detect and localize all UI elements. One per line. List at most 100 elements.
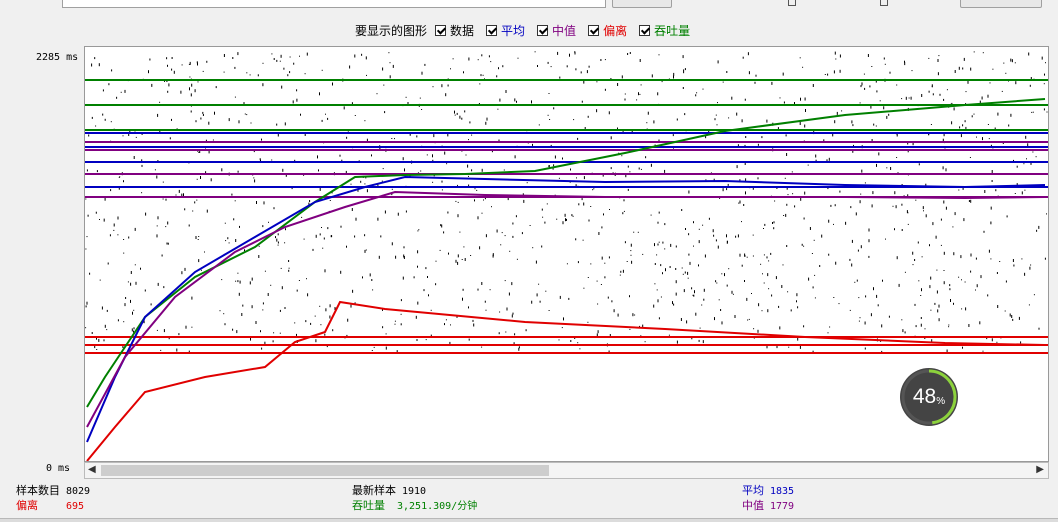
data-point (628, 166, 629, 168)
data-point (505, 235, 506, 236)
data-point (464, 110, 465, 112)
data-point (716, 239, 717, 241)
data-point (726, 188, 727, 190)
data-point (629, 295, 630, 297)
data-point (114, 224, 115, 227)
data-point (815, 155, 816, 158)
checkbox-icon[interactable] (588, 25, 599, 36)
data-point (771, 82, 772, 85)
data-point (119, 176, 120, 177)
data-point (873, 124, 874, 126)
data-point (695, 94, 696, 96)
data-point (454, 111, 455, 114)
data-point (767, 256, 768, 258)
data-point (199, 151, 200, 153)
data-point (476, 190, 477, 191)
scroll-left-icon[interactable]: ◀ (88, 464, 96, 475)
data-point (932, 222, 933, 225)
data-point (317, 155, 318, 158)
checkbox-icon[interactable] (537, 25, 548, 36)
data-point (645, 341, 646, 342)
data-point (224, 54, 225, 57)
data-point (245, 114, 246, 115)
data-point (880, 100, 881, 101)
filename-field[interactable] (62, 0, 606, 8)
data-point (786, 204, 787, 206)
data-point (309, 200, 310, 202)
data-point (1031, 77, 1032, 79)
data-point (448, 85, 449, 87)
legend-item-deviation[interactable]: 偏离 (588, 22, 627, 39)
checkbox-icon[interactable] (639, 25, 650, 36)
data-point (868, 54, 869, 57)
data-point (802, 67, 803, 68)
data-point (108, 263, 109, 265)
data-point (583, 81, 584, 84)
data-point (509, 251, 510, 252)
legend-item-throughput[interactable]: 吞吐量 (639, 22, 690, 39)
data-point (1044, 74, 1045, 76)
data-point (800, 346, 801, 349)
data-point (896, 205, 897, 208)
checkbox-icon[interactable] (435, 25, 446, 36)
data-point (924, 338, 925, 339)
data-point (709, 218, 710, 220)
scroll-thumb[interactable] (101, 465, 549, 476)
data-point (658, 299, 659, 302)
data-point (1015, 193, 1016, 194)
data-point (527, 182, 528, 183)
data-point (664, 170, 665, 173)
data-point (761, 136, 762, 138)
data-point (828, 332, 829, 333)
data-point (864, 88, 865, 90)
data-point (155, 169, 156, 170)
data-point (151, 303, 152, 305)
data-point (457, 185, 458, 186)
data-point (442, 181, 443, 183)
data-point (349, 66, 350, 69)
data-point (688, 254, 689, 256)
data-point (315, 316, 316, 317)
data-point (136, 282, 137, 285)
option-checkbox[interactable] (788, 0, 796, 6)
data-point (597, 281, 598, 282)
legend-item-data[interactable]: 数据 (435, 22, 474, 39)
checkbox-icon[interactable] (486, 25, 497, 36)
configure-button[interactable] (960, 0, 1042, 8)
data-point (382, 181, 383, 182)
legend-item-average[interactable]: 平均 (486, 22, 525, 39)
data-point (392, 189, 393, 190)
data-point (970, 68, 971, 71)
option-checkbox[interactable] (880, 0, 888, 6)
data-point (672, 301, 673, 304)
data-point (568, 298, 569, 300)
horizontal-scrollbar[interactable]: ◀ ▶ (84, 462, 1049, 479)
data-point (629, 329, 630, 330)
data-point (625, 241, 626, 243)
data-point (202, 112, 203, 114)
data-point (655, 263, 656, 265)
data-point (876, 164, 877, 167)
data-point (565, 218, 566, 221)
data-point (285, 307, 286, 309)
data-point (167, 91, 168, 93)
scroll-right-icon[interactable]: ▶ (1036, 464, 1044, 475)
data-point (281, 55, 282, 58)
data-point (287, 74, 288, 76)
data-point (417, 266, 418, 268)
data-point (322, 248, 323, 249)
legend-item-median[interactable]: 中值 (537, 22, 576, 39)
data-point (221, 279, 222, 280)
data-point (519, 346, 520, 348)
data-point (140, 268, 141, 270)
data-point (354, 55, 355, 58)
browse-button[interactable] (612, 0, 672, 8)
data-point (683, 71, 684, 73)
data-point (955, 212, 956, 215)
data-point (122, 346, 123, 348)
data-point (905, 331, 906, 333)
data-point (590, 263, 591, 264)
data-point (693, 221, 694, 223)
data-point (490, 61, 491, 62)
